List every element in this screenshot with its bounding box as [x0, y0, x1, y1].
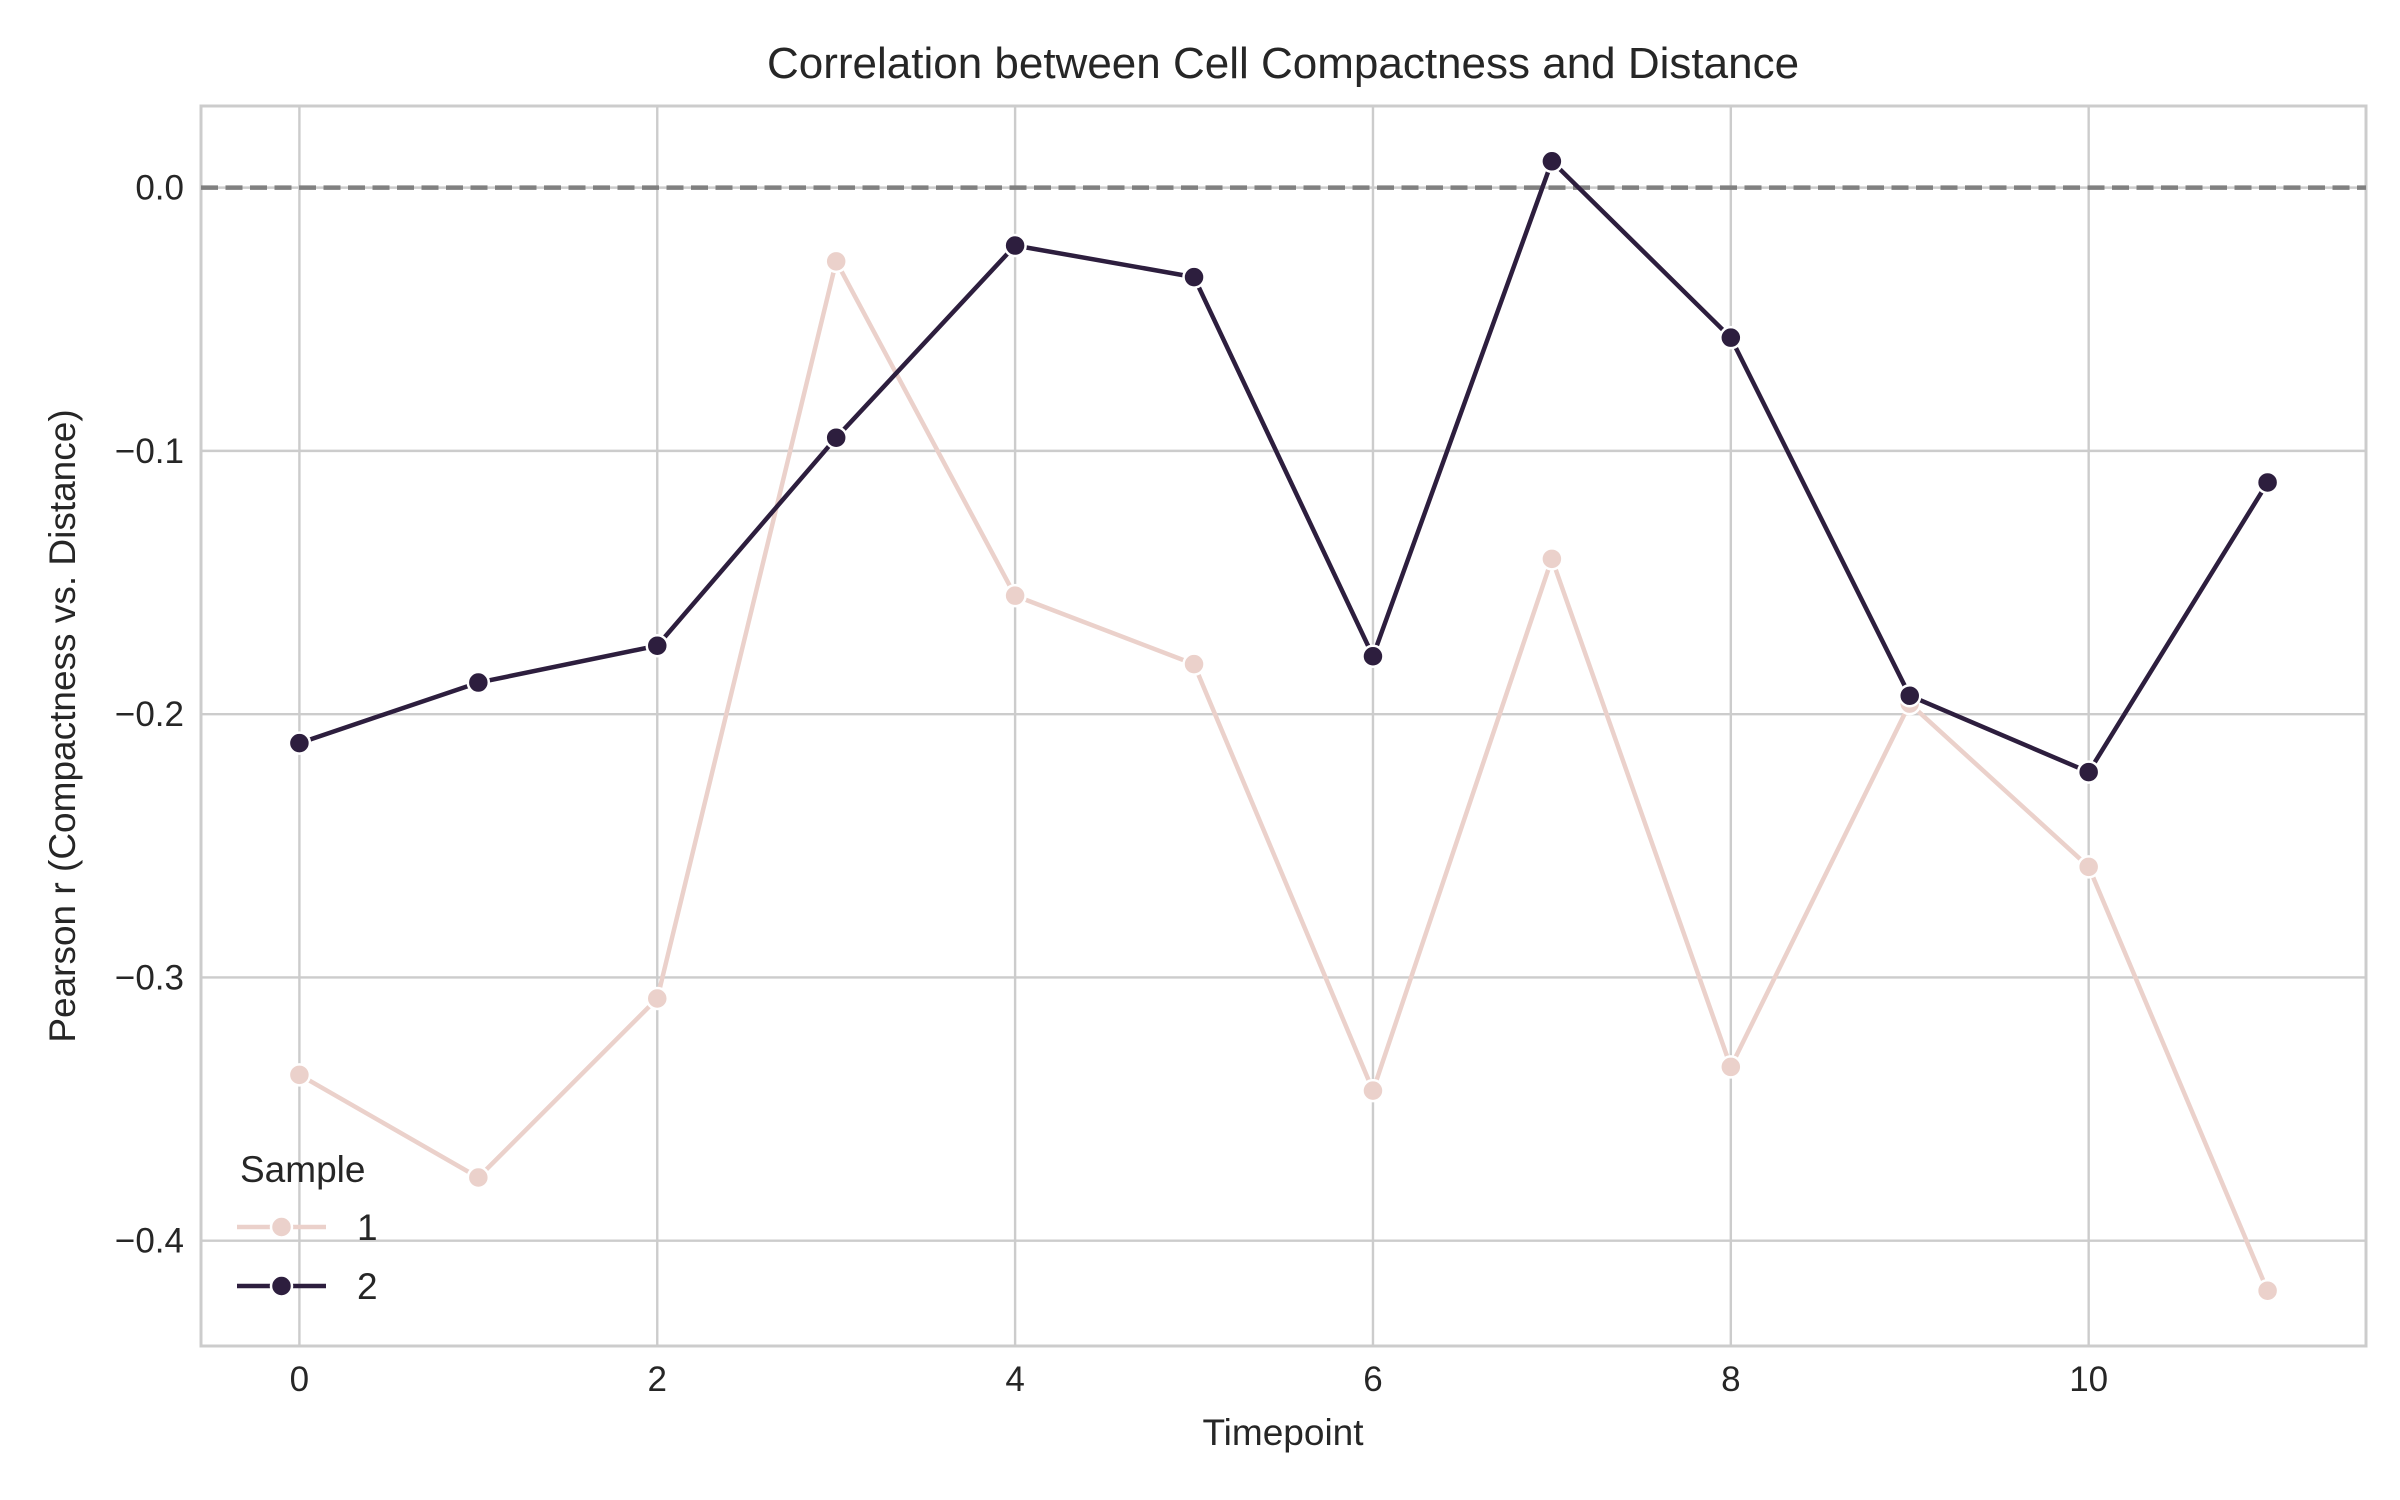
series-line	[297, 159, 2270, 775]
legend-marker	[269, 1215, 294, 1239]
data-point	[466, 1165, 491, 1190]
data-point	[2255, 1278, 2280, 1303]
y-tick-label: −0.1	[115, 432, 184, 471]
x-tick-label: 8	[1721, 1360, 1740, 1399]
data-point	[1540, 149, 1564, 174]
data-point	[1719, 325, 1743, 350]
x-tick-labels: 0 2 4 6 8 10	[290, 1360, 2108, 1399]
legend-entries: 12	[237, 1207, 378, 1307]
data-point	[645, 986, 670, 1011]
plot-area-background	[201, 106, 2366, 1346]
legend: Sample 12	[237, 1149, 378, 1307]
x-tick-label: 10	[2069, 1360, 2108, 1399]
legend-entry: 1	[237, 1207, 378, 1248]
data-point	[287, 1063, 312, 1087]
data-point	[1540, 547, 1564, 571]
data-point	[287, 731, 312, 755]
plot-frame	[199, 104, 2368, 1348]
data-point	[824, 425, 848, 450]
data-point	[1897, 683, 1922, 708]
y-tick-label: −0.2	[115, 695, 184, 734]
legend-title: Sample	[240, 1149, 365, 1190]
legend-label: 1	[357, 1207, 378, 1248]
data-point	[1003, 233, 1027, 258]
y-tick-labels: 0.0 −0.1 −0.2 −0.3 −0.4	[115, 169, 184, 1261]
series-2	[287, 149, 2280, 784]
legend-label: 2	[357, 1266, 378, 1307]
data-point	[1003, 583, 1027, 608]
series-line	[297, 259, 2270, 1293]
x-tick-label: 6	[1363, 1360, 1382, 1399]
data-point	[2076, 855, 2101, 879]
x-axis-label: Timepoint	[1202, 1412, 1364, 1453]
x-gridlines	[298, 106, 2090, 1346]
series-layer	[287, 149, 2280, 1303]
data-point	[2076, 760, 2101, 784]
data-point	[1182, 265, 1206, 289]
y-tick-label: 0.0	[135, 169, 184, 208]
data-point	[1361, 1078, 1385, 1103]
x-tick-label: 2	[648, 1360, 667, 1399]
legend-marker	[269, 1274, 294, 1298]
data-point	[824, 249, 848, 274]
y-tick-label: −0.3	[115, 958, 184, 997]
data-point	[1361, 644, 1385, 668]
legend-entry: 2	[237, 1266, 378, 1307]
x-tick-label: 0	[290, 1360, 309, 1399]
data-point	[2255, 470, 2280, 495]
data-point	[1182, 652, 1206, 676]
data-point	[466, 670, 491, 695]
y-axis-label: Pearson r (Compactness vs. Distance)	[42, 409, 83, 1042]
y-tick-label: −0.4	[115, 1222, 184, 1261]
data-point	[645, 633, 670, 658]
x-tick-label: 4	[1005, 1360, 1024, 1399]
chart-title: Correlation between Cell Compactness and…	[767, 39, 1799, 88]
data-point	[1719, 1055, 1743, 1079]
